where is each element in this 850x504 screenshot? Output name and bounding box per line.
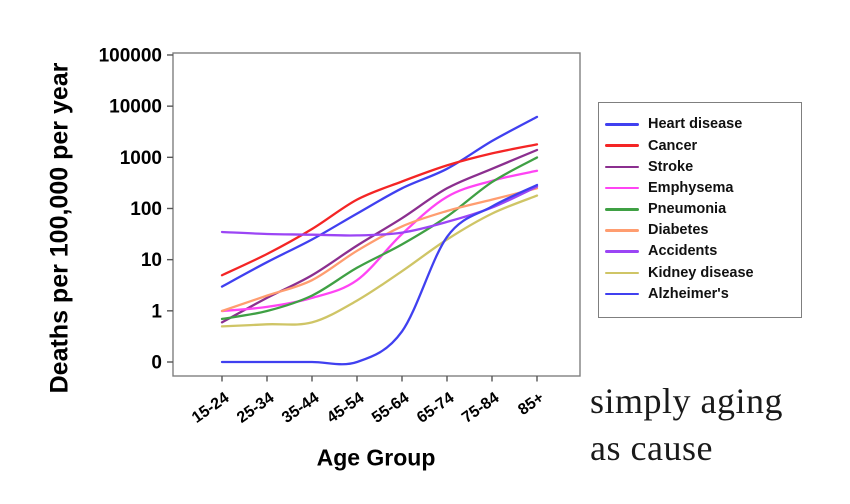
legend-line-swatch-accidents [605,250,639,254]
legend-item-accidents: Accidents [605,241,793,262]
x-tick-label: 65-74 [414,389,457,426]
legend-line-swatch-alzheimer-s [605,292,639,296]
legend-label-alzheimer-s: Alzheimer's [648,285,729,302]
legend-line-swatch-kidney-disease [605,271,639,275]
x-tick-label: 15-24 [189,389,232,426]
y-tick-label: 100 [130,199,162,220]
series-line-accidents [220,185,539,237]
legend-label-kidney-disease: Kidney disease [648,264,754,281]
series-line-stroke [220,148,539,324]
y-tick-label: 1000 [120,148,162,169]
legend-label-accidents: Accidents [648,243,718,260]
series-line-pneumonia [220,156,539,321]
legend-label-cancer: Cancer [648,137,698,154]
y-tick-label: 1 [151,301,162,322]
x-tick-label: 85+ [515,389,547,418]
x-tick-label: 25-34 [234,389,277,426]
legend-item-stroke: Stroke [605,156,793,177]
series-line-emphysema [220,169,539,313]
y-tick-label: 10 [141,250,162,271]
annotation-line-1: simply aging [590,381,783,421]
x-tick-label: 75-84 [459,389,502,426]
legend-line-swatch-pneumonia [605,208,639,211]
legend-line-swatch-stroke [605,165,639,169]
legend-label-stroke: Stroke [648,158,694,175]
y-axis-title: Deaths per 100,000 per year [45,62,74,394]
legend-line-swatch-emphysema [605,186,639,190]
x-axis-title: Age Group [316,444,436,471]
series-line-cancer [220,143,539,277]
x-tick-label: 45-54 [324,389,367,426]
legend-label-diabetes: Diabetes [648,222,709,239]
y-tick-label: 10000 [109,97,162,118]
x-tick-label: 55-64 [369,389,412,426]
legend-label-heart-disease: Heart disease [648,116,743,133]
legend-item-heart-disease: Heart disease [605,114,793,135]
legend-item-diabetes: Diabetes [605,220,793,241]
legend-line-swatch-heart-disease [605,123,639,126]
series-line-kidney-disease [220,194,539,328]
x-tick-label: 35-44 [279,389,322,426]
y-tick-label: 0 [151,353,162,374]
y-tick-label: 100000 [99,45,162,66]
legend-item-kidney-disease: Kidney disease [605,262,793,283]
handwritten-annotation: simply aging as cause [590,378,783,472]
legend-item-alzheimer-s: Alzheimer's [605,284,793,305]
legend-line-swatch-cancer [605,144,639,148]
annotation-line-2: as cause [590,428,713,468]
legend-item-cancer: Cancer [605,135,793,156]
legend-line-swatch-diabetes [605,229,639,232]
legend-item-pneumonia: Pneumonia [605,199,793,220]
legend-label-pneumonia: Pneumonia [648,201,727,218]
series-line-alzheimer-s [220,183,539,366]
plot-area-border [172,52,581,377]
legend-item-emphysema: Emphysema [605,178,793,199]
legend: Heart disease Cancer Stroke Emphysema Pneumo… [598,102,802,318]
legend-label-emphysema: Emphysema [648,179,734,196]
series-line-diabetes [220,187,539,313]
series-line-heart-disease [220,115,539,288]
